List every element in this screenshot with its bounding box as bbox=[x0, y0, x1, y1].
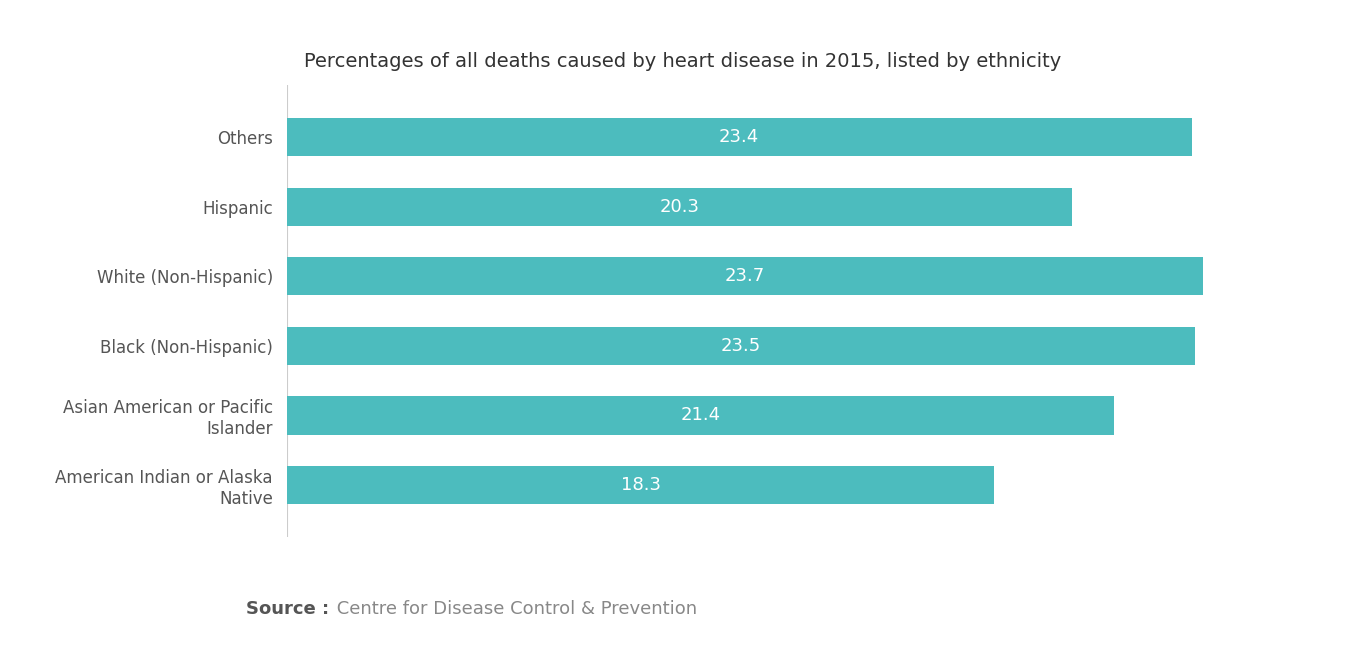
Bar bbox=[287, 396, 1115, 434]
Bar bbox=[287, 327, 1195, 365]
Bar bbox=[287, 257, 1203, 295]
Text: 20.3: 20.3 bbox=[660, 198, 699, 216]
Text: Centre for Disease Control & Prevention: Centre for Disease Control & Prevention bbox=[331, 600, 697, 618]
Text: Source :: Source : bbox=[246, 600, 329, 618]
Text: 21.4: 21.4 bbox=[680, 406, 721, 424]
Bar bbox=[287, 118, 1191, 157]
Text: 18.3: 18.3 bbox=[620, 476, 661, 494]
Text: 23.5: 23.5 bbox=[721, 337, 761, 355]
Text: Percentages of all deaths caused by heart disease in 2015, listed by ethnicity: Percentages of all deaths caused by hear… bbox=[305, 52, 1061, 71]
Text: 23.7: 23.7 bbox=[725, 267, 765, 286]
Bar bbox=[287, 466, 994, 504]
Bar bbox=[287, 188, 1072, 226]
Text: 23.4: 23.4 bbox=[719, 128, 759, 146]
